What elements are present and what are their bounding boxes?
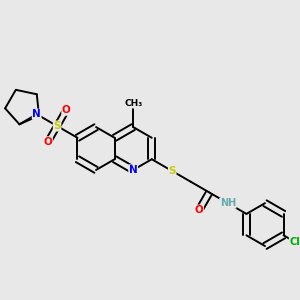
Text: N: N [129, 165, 138, 175]
Text: O: O [195, 205, 203, 215]
Text: CH₃: CH₃ [124, 99, 142, 108]
Text: N: N [32, 109, 41, 119]
Text: S: S [168, 166, 176, 176]
Text: S: S [53, 121, 61, 131]
Text: O: O [62, 105, 70, 115]
Text: Cl: Cl [289, 237, 300, 247]
Text: O: O [44, 137, 52, 147]
Text: NH: NH [220, 198, 236, 208]
